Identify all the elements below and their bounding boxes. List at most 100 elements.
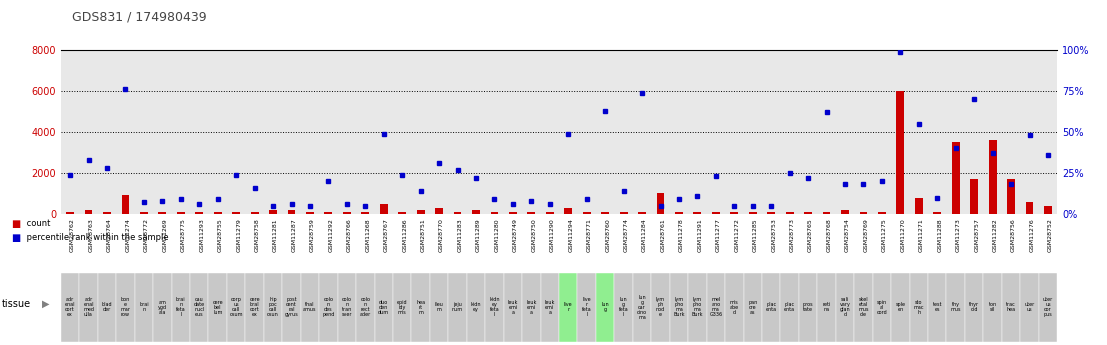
Bar: [263, 273, 282, 342]
Text: ■: ■: [11, 233, 20, 243]
Text: GSM11274: GSM11274: [125, 218, 131, 252]
Text: GSM28756: GSM28756: [1011, 218, 1016, 252]
Bar: [319, 273, 338, 342]
Text: GSM11277: GSM11277: [716, 218, 721, 252]
Bar: [435, 208, 443, 214]
Bar: [651, 50, 670, 214]
Bar: [343, 212, 351, 214]
Bar: [288, 210, 296, 214]
Bar: [817, 50, 836, 214]
Bar: [670, 50, 689, 214]
Bar: [914, 197, 923, 214]
Text: lym
ph
nod
e: lym ph nod e: [655, 297, 665, 317]
Text: duo
den
dum: duo den dum: [379, 299, 390, 315]
Text: GSM11294: GSM11294: [568, 218, 573, 252]
Bar: [946, 50, 965, 214]
Bar: [172, 273, 190, 342]
Text: thal
amus: thal amus: [303, 302, 317, 312]
Bar: [767, 212, 775, 214]
Bar: [712, 212, 720, 214]
Bar: [412, 273, 430, 342]
Bar: [338, 50, 356, 214]
Bar: [933, 212, 941, 214]
Bar: [467, 50, 485, 214]
Bar: [282, 50, 301, 214]
Bar: [731, 212, 738, 214]
Bar: [891, 273, 910, 342]
Bar: [208, 50, 227, 214]
Bar: [490, 212, 498, 214]
Text: GSM11292: GSM11292: [329, 218, 333, 252]
Bar: [208, 273, 227, 342]
Bar: [172, 50, 190, 214]
Text: thy
mus: thy mus: [951, 302, 961, 312]
Text: GSM11286: GSM11286: [402, 218, 407, 252]
Bar: [910, 273, 928, 342]
Text: GSM28764: GSM28764: [107, 218, 112, 252]
Text: colo
n
des
pend: colo n des pend: [322, 297, 334, 317]
Text: ▶: ▶: [42, 299, 50, 308]
Bar: [1021, 273, 1038, 342]
Text: GSM11276: GSM11276: [1030, 218, 1035, 252]
Bar: [430, 50, 448, 214]
Bar: [485, 50, 504, 214]
Bar: [780, 50, 799, 214]
Bar: [928, 50, 946, 214]
Text: GSM28751: GSM28751: [421, 218, 426, 252]
Text: GSM28762: GSM28762: [70, 218, 75, 252]
Text: percentile rank within the sample: percentile rank within the sample: [24, 233, 169, 242]
Bar: [689, 273, 706, 342]
Text: lun
g
feta
l: lun g feta l: [619, 297, 629, 317]
Text: lun
g: lun g: [601, 302, 609, 312]
Bar: [269, 210, 277, 214]
Bar: [246, 50, 263, 214]
Bar: [872, 50, 891, 214]
Bar: [263, 50, 282, 214]
Text: cere
bral
cort
ex: cere bral cort ex: [249, 297, 260, 317]
Bar: [80, 273, 97, 342]
Bar: [706, 273, 725, 342]
Text: GSM28765: GSM28765: [808, 218, 814, 252]
Text: hip
poc
call
osun: hip poc call osun: [267, 297, 279, 317]
Bar: [614, 50, 633, 214]
Text: epid
idy
mis: epid idy mis: [397, 299, 407, 315]
Bar: [983, 50, 1002, 214]
Text: cere
bel
lum: cere bel lum: [213, 299, 223, 315]
Bar: [227, 273, 246, 342]
Text: reti
na: reti na: [823, 302, 830, 312]
Bar: [527, 212, 536, 214]
Text: GSM11278: GSM11278: [679, 218, 684, 252]
Bar: [693, 212, 702, 214]
Text: live
r
feta
l: live r feta l: [582, 297, 591, 317]
Bar: [725, 50, 744, 214]
Bar: [928, 273, 946, 342]
Bar: [1025, 201, 1034, 214]
Bar: [430, 273, 448, 342]
Text: kidn
ey: kidn ey: [470, 302, 482, 312]
Bar: [190, 273, 208, 342]
Text: GSM28757: GSM28757: [974, 218, 980, 252]
Bar: [689, 50, 706, 214]
Text: GSM11275: GSM11275: [882, 218, 887, 252]
Bar: [139, 212, 148, 214]
Bar: [356, 273, 374, 342]
Text: GSM11284: GSM11284: [642, 218, 648, 252]
Bar: [762, 273, 780, 342]
Bar: [725, 273, 744, 342]
Text: GSM28773: GSM28773: [789, 218, 795, 252]
Text: cau
date
nucl
eus: cau date nucl eus: [194, 297, 205, 317]
Bar: [638, 212, 646, 214]
Text: am
ygd
ala: am ygd ala: [158, 299, 167, 315]
Bar: [910, 50, 928, 214]
Bar: [762, 50, 780, 214]
Bar: [232, 212, 240, 214]
Bar: [559, 50, 578, 214]
Bar: [66, 212, 74, 214]
Bar: [306, 212, 314, 214]
Text: sto
mac
h: sto mac h: [913, 299, 924, 315]
Bar: [227, 50, 246, 214]
Text: brai
n
feta
l: brai n feta l: [176, 297, 186, 317]
Text: bon
e
mar
row: bon e mar row: [121, 297, 131, 317]
Bar: [393, 273, 412, 342]
Text: GSM28772: GSM28772: [144, 218, 149, 252]
